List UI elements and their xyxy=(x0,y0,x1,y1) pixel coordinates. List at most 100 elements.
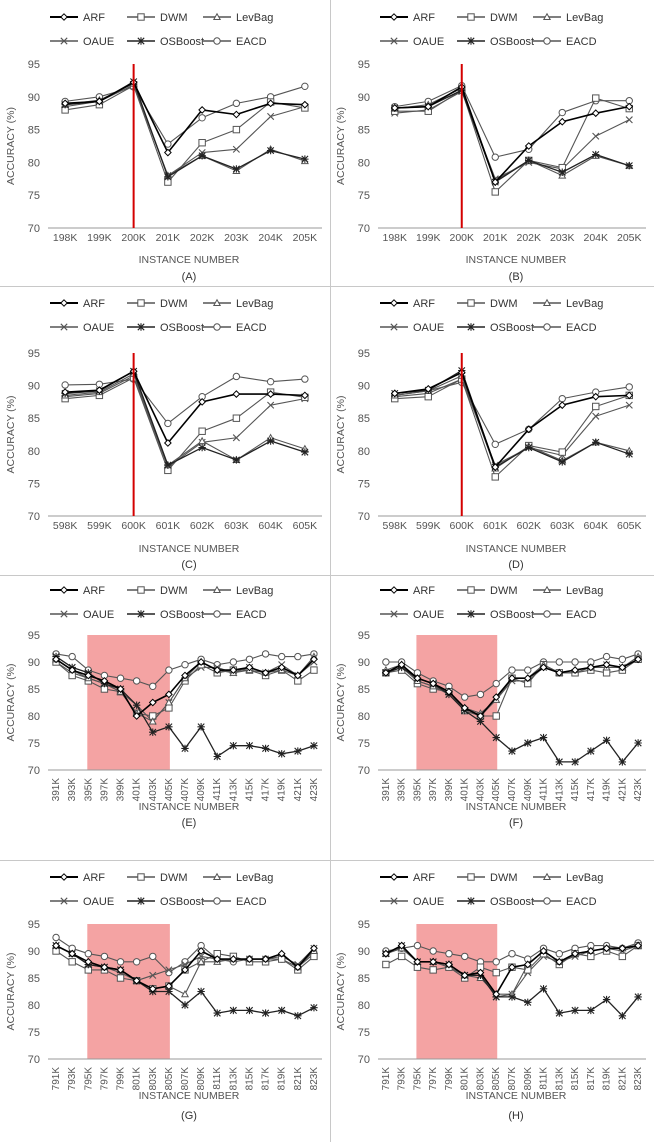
x-tick-label: 405K xyxy=(164,778,175,802)
y-tick-labels: 70 75 80 85 90 95 xyxy=(28,348,40,523)
data-point-oaue xyxy=(625,116,633,124)
chart-panel-b: ARF DWM LevBag OAUE OSBoost EACD 70 75 80 85 90 95 1… xyxy=(335,12,646,283)
data-point-dwm xyxy=(558,448,566,456)
legend-item-oaue: OAUE xyxy=(380,896,444,908)
data-point-eacd xyxy=(301,82,309,91)
data-point-arf xyxy=(586,947,595,955)
x-tick-label: 417K xyxy=(261,778,272,802)
y-tick-label: 80 xyxy=(28,1000,40,1012)
legend-item-levbag: LevBag xyxy=(533,12,603,24)
data-point-arf xyxy=(445,687,453,696)
y-tick-label: 90 xyxy=(358,381,370,393)
legend-label-levbag: LevBag xyxy=(236,12,273,24)
data-point-arf xyxy=(492,990,501,999)
x-tick-label: 605K xyxy=(293,520,318,532)
data-point-arf xyxy=(132,976,141,985)
legend-item-eacd: EACD xyxy=(533,322,597,334)
x-tick-labels: 391K 393K 395K 397K 399K 401K 403K 405K 407K 409K… xyxy=(51,778,320,802)
legend-label-osboost: OSBoost xyxy=(490,609,534,621)
data-point-eacd xyxy=(491,153,499,161)
legend-item-dwm: DWM xyxy=(127,585,188,597)
data-point-osboost xyxy=(618,758,627,766)
data-point-osboost xyxy=(571,758,579,766)
legend-item-dwm: DWM xyxy=(457,872,518,884)
legend-label-dwm: DWM xyxy=(160,585,188,597)
legend-marker-osboost xyxy=(137,37,145,45)
data-point-eacd xyxy=(149,952,157,961)
panel-caption: (G) xyxy=(181,1110,197,1122)
legend: ARF DWM LevBag OAUE OSBoost EACD xyxy=(50,872,273,908)
x-tick-label: 200K xyxy=(449,232,474,244)
data-point-oaue xyxy=(165,966,173,974)
y-tick-label: 80 xyxy=(28,446,40,458)
x-tick-label: 399K xyxy=(116,778,127,802)
data-point-arf xyxy=(84,671,93,680)
vertical-divider xyxy=(330,0,331,1142)
data-point-dwm xyxy=(592,94,600,102)
data-point-arf xyxy=(95,97,104,106)
legend-label-dwm: DWM xyxy=(490,298,518,310)
legend-label-osboost: OSBoost xyxy=(490,36,534,48)
legend-item-osboost: OSBoost xyxy=(127,36,204,48)
y-axis-title: ACCURACY (%) xyxy=(335,664,347,742)
y-tick-label: 85 xyxy=(28,684,40,696)
data-point-arf xyxy=(277,663,286,672)
x-tick-label: 811K xyxy=(212,1067,223,1090)
drift-region xyxy=(416,924,498,1059)
data-point-eacd xyxy=(382,658,390,666)
data-point-eacd xyxy=(294,652,302,661)
data-point-eacd xyxy=(132,958,141,966)
legend-label-osboost: OSBoost xyxy=(160,36,204,48)
data-point-arf xyxy=(148,984,157,993)
x-tick-label: 198K xyxy=(382,232,407,244)
data-point-arf xyxy=(397,660,406,669)
data-point-osboost xyxy=(261,1009,270,1017)
data-point-eacd xyxy=(149,682,157,691)
x-tick-label: 399K xyxy=(444,778,455,802)
y-tick-label: 75 xyxy=(358,478,370,490)
x-tick-label: 797K xyxy=(428,1067,439,1091)
data-point-osboost xyxy=(508,747,516,755)
data-point-arf xyxy=(229,666,238,675)
legend-item-levbag: LevBag xyxy=(203,872,273,884)
chart-panel-e: ARF DWM LevBag OAUE OSBoost EACD 70 75 80 85 90 95 3… xyxy=(5,585,322,829)
data-point-arf xyxy=(491,463,500,472)
data-point-eacd xyxy=(198,114,206,122)
data-point-arf xyxy=(266,390,275,398)
data-point-arf xyxy=(634,655,643,664)
data-point-oaue xyxy=(592,132,600,140)
legend-marker-levbag xyxy=(212,12,222,21)
y-tick-label: 95 xyxy=(358,59,370,71)
x-tick-label: 793K xyxy=(67,1067,78,1091)
y-tick-label: 90 xyxy=(28,946,40,958)
data-point-arf xyxy=(429,957,438,966)
data-point-osboost xyxy=(625,161,633,170)
data-point-osboost xyxy=(558,458,566,466)
x-tick-label: 401K xyxy=(132,778,143,802)
x-tick-label: 205K xyxy=(617,232,642,244)
x-tick-label: 803K xyxy=(475,1067,486,1091)
x-tick-label: 815K xyxy=(244,1067,255,1091)
data-point-osboost xyxy=(634,739,642,747)
data-point-arf xyxy=(181,965,189,974)
x-axis-title: INSTANCE NUMBER xyxy=(139,254,240,266)
x-tick-label: 393K xyxy=(67,778,78,802)
data-point-arf xyxy=(558,117,567,126)
x-tick-label: 811K xyxy=(539,1067,550,1090)
data-point-oaue xyxy=(267,401,275,409)
legend-marker-osboost xyxy=(467,897,475,905)
legend-item-osboost: OSBoost xyxy=(457,609,534,621)
x-tick-label: 604K xyxy=(583,520,608,532)
x-tick-label: 391K xyxy=(51,778,62,802)
x-tick-label: 405K xyxy=(491,778,502,802)
series-line-oaue xyxy=(394,378,630,466)
legend-item-eacd: EACD xyxy=(533,609,597,621)
data-point-arf xyxy=(310,655,318,664)
y-tick-label: 95 xyxy=(28,630,40,642)
y-tick-label: 70 xyxy=(358,223,370,235)
legend-item-osboost: OSBoost xyxy=(127,322,204,334)
data-point-arf xyxy=(476,712,485,720)
x-tick-label: 603K xyxy=(550,520,575,532)
legend-item-osboost: OSBoost xyxy=(127,896,204,908)
